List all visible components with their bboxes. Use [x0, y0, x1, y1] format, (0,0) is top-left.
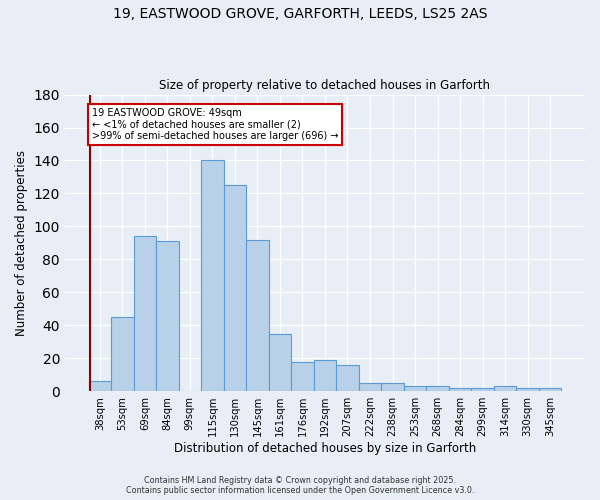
Bar	[517, 388, 539, 391]
Text: 19 EASTWOOD GROVE: 49sqm
← <1% of detached houses are smaller (2)
>99% of semi-d: 19 EASTWOOD GROVE: 49sqm ← <1% of detach…	[92, 108, 338, 141]
Text: 19, EASTWOOD GROVE, GARFORTH, LEEDS, LS25 2AS: 19, EASTWOOD GROVE, GARFORTH, LEEDS, LS2…	[113, 8, 487, 22]
Bar	[381, 383, 404, 391]
Bar	[246, 240, 269, 391]
Bar	[156, 241, 179, 391]
Title: Size of property relative to detached houses in Garforth: Size of property relative to detached ho…	[160, 79, 490, 92]
Bar	[426, 386, 449, 391]
Bar	[111, 317, 134, 391]
Bar	[449, 388, 472, 391]
Bar	[314, 360, 336, 391]
Bar	[539, 388, 562, 391]
X-axis label: Distribution of detached houses by size in Garforth: Distribution of detached houses by size …	[174, 442, 476, 455]
Bar	[291, 362, 314, 391]
Bar	[336, 365, 359, 391]
Text: Contains HM Land Registry data © Crown copyright and database right 2025.
Contai: Contains HM Land Registry data © Crown c…	[126, 476, 474, 495]
Bar	[404, 386, 426, 391]
Bar	[472, 388, 494, 391]
Bar	[269, 334, 291, 391]
Bar	[494, 386, 517, 391]
Bar	[89, 382, 111, 391]
Y-axis label: Number of detached properties: Number of detached properties	[15, 150, 28, 336]
Bar	[224, 185, 246, 391]
Bar	[359, 383, 381, 391]
Bar	[201, 160, 224, 391]
Bar	[134, 236, 156, 391]
